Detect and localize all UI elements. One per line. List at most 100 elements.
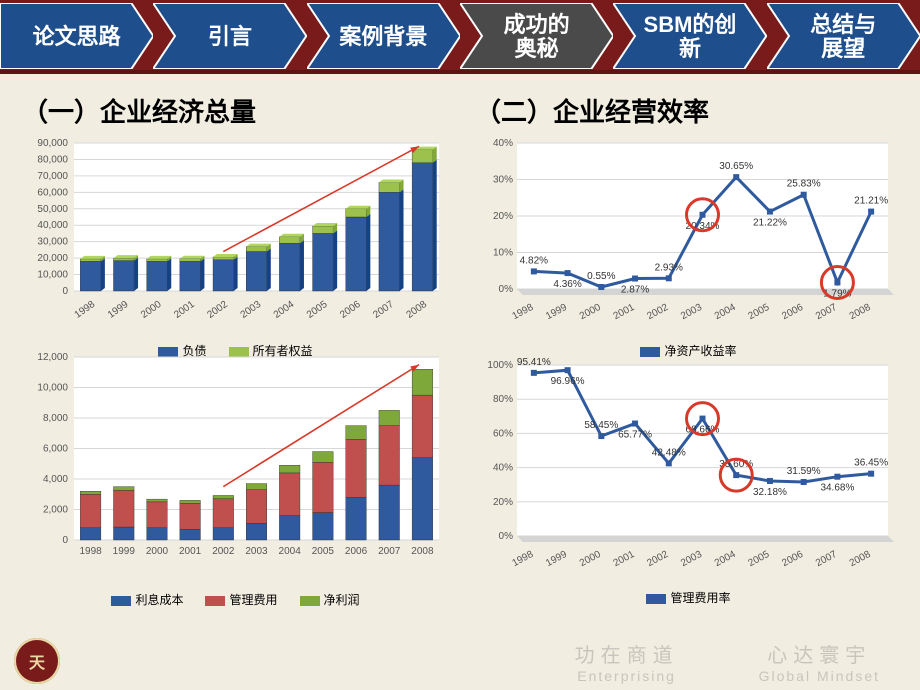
svg-text:1998: 1998: [73, 299, 98, 321]
svg-text:2002: 2002: [645, 302, 670, 322]
svg-text:2.93%: 2.93%: [655, 262, 683, 273]
svg-text:2.87%: 2.87%: [621, 285, 649, 296]
nav-item-label: 总结与 展望: [810, 13, 876, 61]
nav-item-4[interactable]: SBM的创 新: [613, 3, 766, 71]
svg-text:0.55%: 0.55%: [587, 271, 615, 282]
svg-text:2007: 2007: [378, 546, 401, 557]
svg-text:20%: 20%: [493, 497, 513, 508]
svg-text:2004: 2004: [713, 549, 738, 569]
svg-text:10,000: 10,000: [37, 270, 68, 281]
svg-text:2008: 2008: [848, 302, 873, 322]
svg-text:2000: 2000: [578, 302, 603, 322]
svg-text:10,000: 10,000: [37, 383, 68, 394]
svg-text:60%: 60%: [493, 428, 513, 439]
svg-text:31.59%: 31.59%: [787, 466, 821, 477]
chart-legend: 利息成本 管理费用 净利润: [22, 591, 449, 608]
svg-text:4,000: 4,000: [43, 474, 68, 485]
svg-text:2007: 2007: [814, 302, 839, 322]
svg-text:0%: 0%: [499, 284, 514, 295]
svg-text:80%: 80%: [493, 394, 513, 405]
svg-text:90,000: 90,000: [37, 138, 68, 149]
svg-text:60,000: 60,000: [37, 187, 68, 198]
nav-item-label: 引言: [208, 25, 252, 49]
motto-1-cn: 功在商道: [575, 639, 679, 668]
svg-text:1999: 1999: [544, 302, 569, 322]
svg-text:2000: 2000: [139, 299, 164, 321]
nav-item-2[interactable]: 案例背景: [307, 3, 460, 71]
motto-1: 功在商道 Enterprising: [575, 639, 679, 684]
svg-text:1998: 1998: [510, 549, 535, 569]
nav-item-1[interactable]: 引言: [153, 3, 306, 71]
section-2-title: （二）企业经营效率: [475, 92, 902, 129]
svg-text:40%: 40%: [493, 138, 513, 149]
school-logo-icon: 天: [14, 638, 60, 684]
motto-2: 心达寰宇 Global Mindset: [759, 639, 880, 684]
svg-text:21.22%: 21.22%: [753, 218, 787, 229]
svg-text:4.36%: 4.36%: [553, 279, 581, 290]
svg-text:42.48%: 42.48%: [652, 447, 686, 458]
nav-item-label: 成功的 奥秘: [504, 13, 570, 61]
svg-text:1999: 1999: [106, 299, 131, 321]
svg-text:95.41%: 95.41%: [517, 357, 551, 368]
svg-text:20,000: 20,000: [37, 253, 68, 264]
nav-item-3[interactable]: 成功的 奥秘: [460, 3, 613, 71]
svg-text:10%: 10%: [493, 248, 513, 259]
svg-text:4.82%: 4.82%: [520, 255, 548, 266]
svg-text:2003: 2003: [679, 549, 704, 569]
svg-text:36.45%: 36.45%: [854, 458, 888, 469]
chart-line-roe: 0% 10% 20% 30% 40% 4.82% 4.36% 0.55% 2.87% 2.93% 2…: [475, 135, 902, 335]
section-1-title: （一）企业经济总量: [22, 92, 449, 129]
svg-text:0: 0: [62, 535, 68, 546]
nav-chevrons: 论文思路 引言 案例背景 成功的 奥秘 SBM的创 新 总结与 展望: [0, 0, 920, 74]
svg-text:1998: 1998: [510, 302, 535, 322]
svg-text:1998: 1998: [79, 546, 102, 557]
content: （一）企业经济总量 010,00020,00030,00040,00050,00…: [0, 74, 920, 584]
right-column: （二）企业经营效率 0% 10% 20% 30% 40% 4.82% 4.36% 0.55% 2…: [475, 74, 902, 584]
svg-text:2004: 2004: [272, 299, 297, 321]
svg-text:96.96%: 96.96%: [551, 376, 585, 387]
svg-text:2000: 2000: [146, 546, 169, 557]
svg-text:2001: 2001: [612, 302, 637, 322]
nav-item-label: SBM的创 新: [644, 13, 737, 61]
svg-text:2000: 2000: [578, 549, 603, 569]
svg-text:20%: 20%: [493, 211, 513, 222]
svg-text:30%: 30%: [493, 175, 513, 186]
legend-item: 管理费用率: [646, 589, 730, 606]
svg-text:34.68%: 34.68%: [820, 483, 854, 494]
svg-text:2006: 2006: [345, 546, 368, 557]
nav-item-label: 案例背景: [339, 25, 427, 49]
svg-text:2002: 2002: [645, 549, 670, 569]
svg-text:2004: 2004: [713, 302, 738, 322]
svg-text:2001: 2001: [179, 546, 202, 557]
svg-text:2005: 2005: [747, 302, 772, 322]
chart-line-mgmt-expense: 0%20%40%60%80%100%95.41%96.96%58.45%65.7…: [475, 357, 902, 582]
legend-item: 管理费用: [205, 591, 277, 608]
svg-text:30.65%: 30.65%: [719, 161, 753, 172]
motto-2-en: Global Mindset: [759, 668, 880, 684]
svg-text:0: 0: [62, 286, 68, 297]
svg-text:40,000: 40,000: [37, 220, 68, 231]
legend-item: 利息成本: [111, 591, 183, 608]
legend-item: 净利润: [300, 591, 360, 608]
chart-stacked-bar-costs: 02,0004,0006,0008,00010,00012,0001998199…: [22, 349, 449, 584]
svg-text:0%: 0%: [499, 531, 514, 542]
svg-text:70,000: 70,000: [37, 171, 68, 182]
motto-2-cn: 心达寰宇: [759, 639, 880, 668]
svg-text:1999: 1999: [544, 549, 569, 569]
svg-text:21.21%: 21.21%: [854, 196, 888, 207]
svg-text:2008: 2008: [411, 546, 434, 557]
svg-text:58.45%: 58.45%: [584, 420, 618, 431]
svg-text:2004: 2004: [279, 546, 302, 557]
svg-text:2002: 2002: [212, 546, 235, 557]
svg-text:2003: 2003: [245, 546, 268, 557]
nav-item-5[interactable]: 总结与 展望: [767, 3, 920, 71]
svg-text:65.77%: 65.77%: [618, 430, 652, 441]
svg-text:2001: 2001: [612, 549, 637, 569]
footer: 天 功在商道 Enterprising 心达寰宇 Global Mindset: [0, 638, 920, 684]
nav-item-0[interactable]: 论文思路: [0, 3, 153, 71]
svg-text:25.83%: 25.83%: [787, 179, 821, 190]
chart-stacked-bar-assets: 010,00020,00030,00040,00050,00060,00070,…: [22, 135, 449, 335]
svg-text:2006: 2006: [338, 299, 363, 321]
svg-text:2006: 2006: [780, 549, 805, 569]
svg-text:2007: 2007: [814, 549, 839, 569]
